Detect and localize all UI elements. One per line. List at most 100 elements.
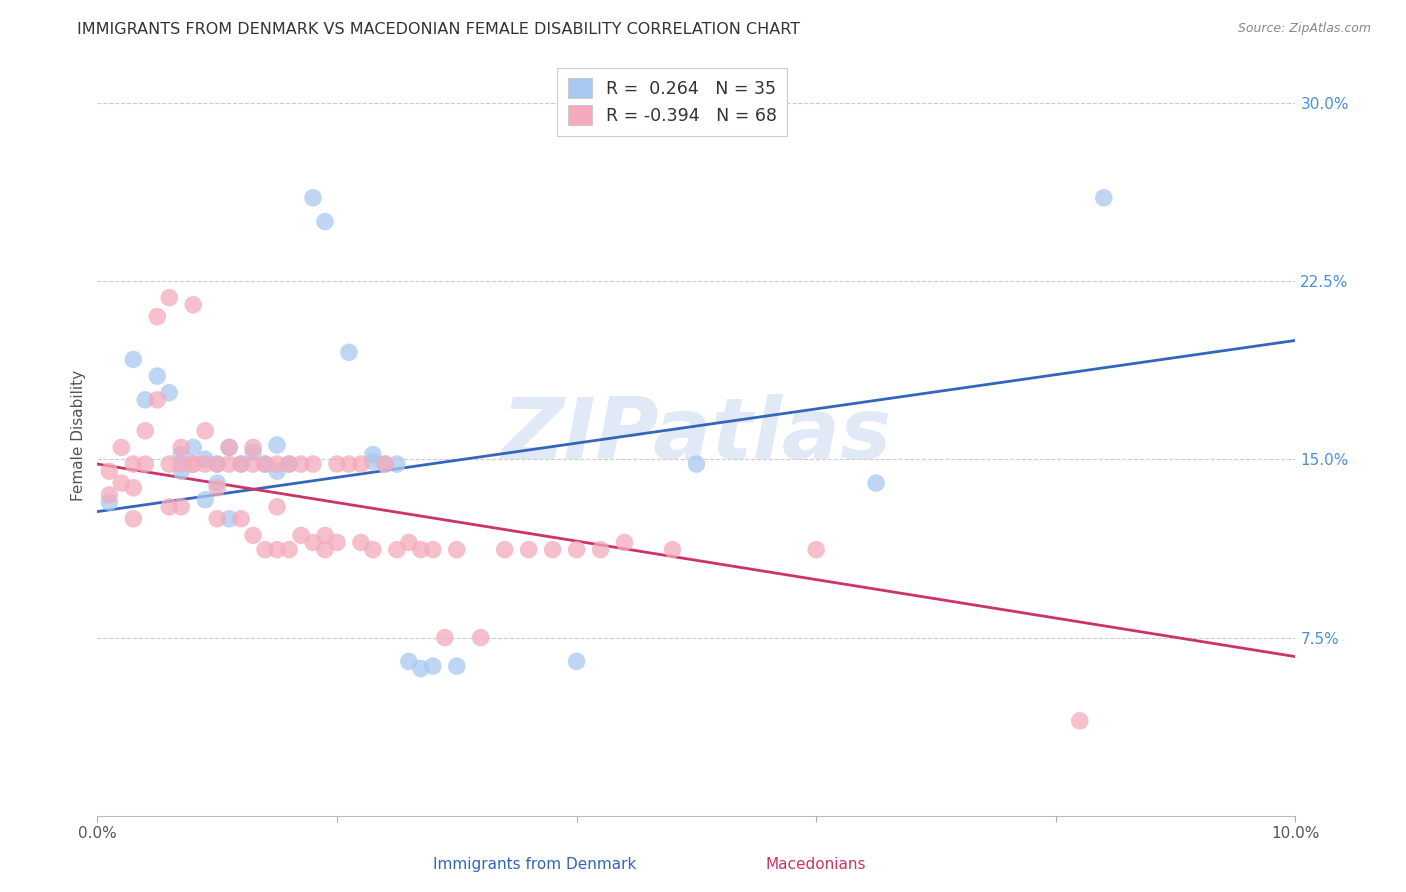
Point [266, 438, 288, 452]
Point [205, 512, 228, 526]
Point [170, 457, 193, 471]
Point [278, 457, 301, 471]
Text: Macedonians: Macedonians [765, 857, 866, 872]
Point [146, 310, 169, 324]
Text: Immigrants from Denmark: Immigrants from Denmark [433, 857, 636, 872]
Point [409, 542, 432, 557]
Point [326, 535, 349, 549]
Point [314, 528, 336, 542]
Point [170, 441, 193, 455]
Text: Source: ZipAtlas.com: Source: ZipAtlas.com [1237, 22, 1371, 36]
Point [122, 512, 145, 526]
Point [194, 452, 217, 467]
Point [398, 535, 420, 549]
Point [98, 464, 121, 478]
Point [314, 214, 336, 228]
Point [350, 457, 373, 471]
Point [254, 457, 277, 471]
Text: ZIPatlas: ZIPatlas [502, 394, 891, 477]
Point [205, 476, 228, 491]
Point [266, 457, 288, 471]
Point [398, 654, 420, 668]
Point [181, 298, 204, 312]
Point [229, 457, 252, 471]
Point [302, 191, 325, 205]
Point [122, 481, 145, 495]
Point [302, 457, 325, 471]
Point [157, 500, 180, 514]
Y-axis label: Female Disability: Female Disability [72, 370, 86, 501]
Point [266, 542, 288, 557]
Point [229, 457, 252, 471]
Point [194, 457, 217, 471]
Point [170, 448, 193, 462]
Point [242, 441, 264, 455]
Point [157, 457, 180, 471]
Point [194, 492, 217, 507]
Point [242, 457, 264, 471]
Point [266, 500, 288, 514]
Point [266, 464, 288, 478]
Point [218, 457, 240, 471]
Point [290, 457, 312, 471]
Point [134, 424, 156, 438]
Point [254, 457, 277, 471]
Point [278, 542, 301, 557]
Point [361, 448, 384, 462]
Point [229, 512, 252, 526]
Point [385, 457, 408, 471]
Point [326, 457, 349, 471]
Point [541, 542, 564, 557]
Point [146, 392, 169, 407]
Point [565, 542, 588, 557]
Point [242, 528, 264, 542]
Point [661, 542, 683, 557]
Point [422, 659, 444, 673]
Point [122, 352, 145, 367]
Point [446, 542, 468, 557]
Point [110, 476, 132, 491]
Point [146, 369, 169, 384]
Point [361, 542, 384, 557]
Point [314, 542, 336, 557]
Point [302, 535, 325, 549]
Point [565, 654, 588, 668]
Point [205, 481, 228, 495]
Point [494, 542, 516, 557]
Point [181, 441, 204, 455]
Point [350, 535, 373, 549]
Point [170, 464, 193, 478]
Point [205, 457, 228, 471]
Point [446, 659, 468, 673]
Point [218, 441, 240, 455]
Point [374, 457, 396, 471]
Point [409, 661, 432, 675]
Point [865, 476, 887, 491]
Point [134, 392, 156, 407]
Text: IMMIGRANTS FROM DENMARK VS MACEDONIAN FEMALE DISABILITY CORRELATION CHART: IMMIGRANTS FROM DENMARK VS MACEDONIAN FE… [77, 22, 800, 37]
Point [218, 512, 240, 526]
Point [98, 495, 121, 509]
Legend: R =  0.264   N = 35, R = -0.394   N = 68: R = 0.264 N = 35, R = -0.394 N = 68 [557, 68, 787, 136]
Point [110, 441, 132, 455]
Point [218, 441, 240, 455]
Point [613, 535, 636, 549]
Point [157, 291, 180, 305]
Point [181, 457, 204, 471]
Point [98, 488, 121, 502]
Point [278, 457, 301, 471]
Point [374, 457, 396, 471]
Point [337, 345, 360, 359]
Point [685, 457, 707, 471]
Point [134, 457, 156, 471]
Point [194, 424, 217, 438]
Point [422, 542, 444, 557]
Point [242, 445, 264, 459]
Point [589, 542, 612, 557]
Point [170, 500, 193, 514]
Point [517, 542, 540, 557]
Point [254, 542, 277, 557]
Point [337, 457, 360, 471]
Point [181, 457, 204, 471]
Point [470, 631, 492, 645]
